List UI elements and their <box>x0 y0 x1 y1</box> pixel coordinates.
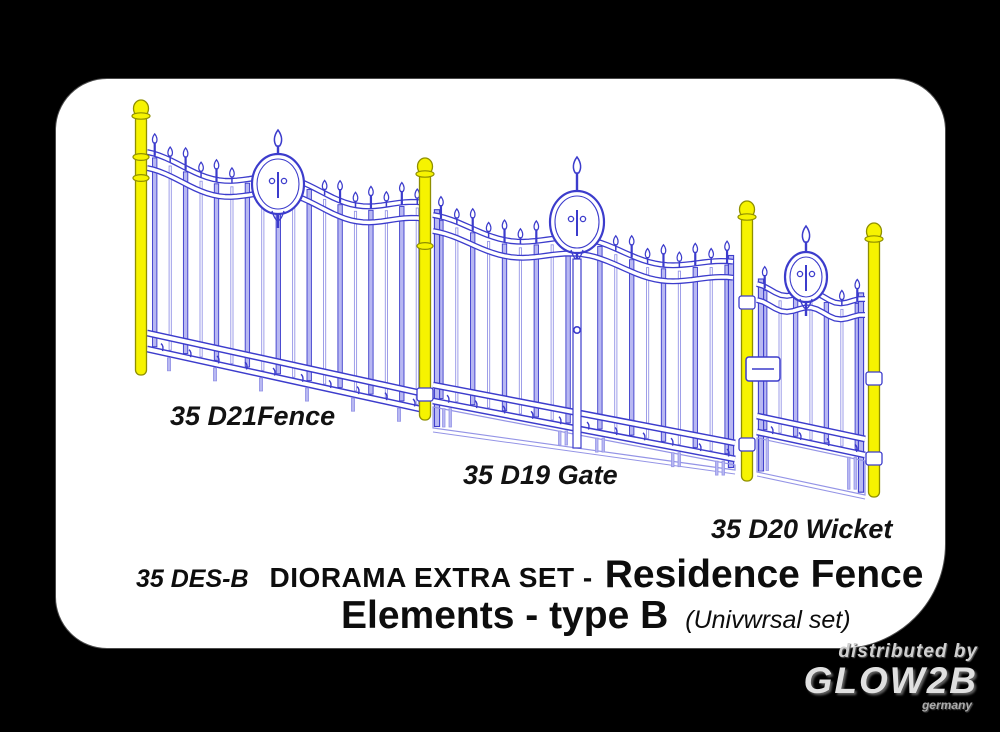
product-title-line1: 35 DES-B DIORAMA EXTRA SET - Residence F… <box>136 553 923 597</box>
product-name-line2: Elements - type B <box>341 594 669 637</box>
product-note: (Univwrsal set) <box>685 606 851 634</box>
distributor-label: distributed by <box>838 641 978 662</box>
fence-posts <box>131 99 884 498</box>
distributor-country: germany <box>921 698 972 712</box>
product-code: 35 DES-B <box>136 565 249 593</box>
fence-post <box>737 200 757 482</box>
fence-panel-drawing <box>146 128 426 422</box>
label-wicket: 35 D20 Wicket <box>711 514 893 544</box>
series-name: DIORAMA EXTRA SET - <box>269 562 593 593</box>
fence-post <box>415 157 435 421</box>
product-name: Residence Fence <box>604 553 924 596</box>
label-gate: 35 D19 Gate <box>463 460 618 490</box>
gate-drawing <box>432 155 736 476</box>
distributor-brand: GLOW2B <box>803 660 978 701</box>
distributor-watermark: distributed by GLOW2B germany <box>804 641 978 712</box>
label-fence: 35 D21Fence <box>170 401 336 431</box>
fence-post <box>131 99 151 376</box>
product-title-line2: Elements - type B (Univwrsal set) <box>341 594 851 638</box>
fence-post <box>864 222 884 498</box>
wicket-latch <box>745 356 781 382</box>
